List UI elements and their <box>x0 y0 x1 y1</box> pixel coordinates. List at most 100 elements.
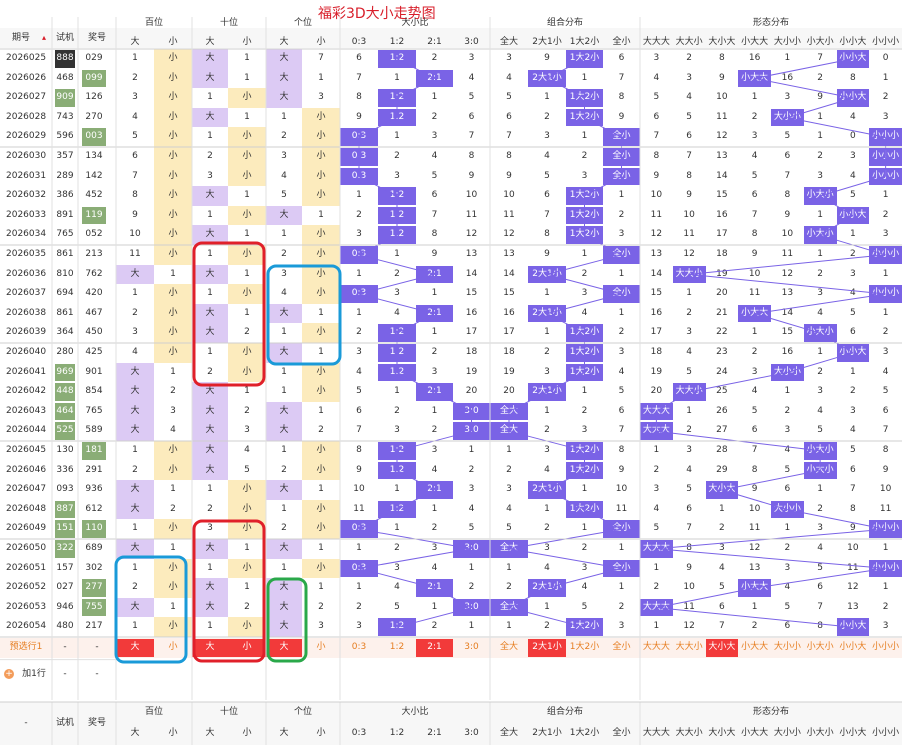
period-cell: 2026052 <box>6 582 47 593</box>
predict-combo-option[interactable]: 全小 <box>612 642 631 652</box>
predict-dash: - <box>63 642 67 652</box>
combo-cell: 1大2小 <box>566 50 603 68</box>
combo-cell: 1大2小 <box>566 108 603 127</box>
ratio-cell: 1:2 <box>378 50 416 68</box>
combo-cell: 2大1小 <box>528 265 566 284</box>
ge-big-cell: 大 <box>266 88 302 108</box>
predict-form-option[interactable]: 大小大 <box>705 639 739 657</box>
plus-circle-icon[interactable]: + <box>4 668 14 679</box>
form-cell: 11 <box>781 249 794 259</box>
ratio-cell: 4 <box>468 503 475 514</box>
award-number: 181 <box>82 442 106 460</box>
combo-cell: 1大2小 <box>566 206 603 225</box>
predict-form-option[interactable]: 大小小 <box>773 642 801 652</box>
form-cell: 6 <box>653 111 660 122</box>
form-cell: 3 <box>751 131 758 142</box>
award-number: 450 <box>85 327 103 338</box>
predict-form-option[interactable]: 小小小 <box>872 642 900 652</box>
ratio-cell: 4 <box>431 464 438 475</box>
shi-small-cell: 小 <box>228 617 266 637</box>
predict-form-option[interactable]: 小大大 <box>741 642 769 652</box>
shi-small-cell: 小 <box>228 284 266 304</box>
predict-shi-option[interactable]: 大 <box>192 639 228 657</box>
form-cell: 小大小 <box>803 461 837 480</box>
predict-ratio-option[interactable]: 3:0 <box>464 642 479 652</box>
ratio-cell: 1:2 <box>378 618 416 636</box>
predict-ratio-option[interactable]: 2:1 <box>416 639 453 657</box>
ge-big-cell: 大 <box>266 343 302 363</box>
bai-big-cell: 1 <box>132 53 138 63</box>
form-cell: 2 <box>784 543 791 553</box>
predict-bai-option[interactable]: 小 <box>168 642 178 652</box>
form-cell: 11 <box>748 288 761 299</box>
combo-cell: 4 <box>581 582 588 593</box>
form-cell: 3 <box>850 405 856 416</box>
combo-cell: 9 <box>544 249 550 259</box>
form-cell: 6 <box>882 405 889 416</box>
predict-ratio-option[interactable]: 0:3 <box>351 642 367 652</box>
predict-form-option[interactable]: 大大小 <box>675 642 703 652</box>
form-cell: 5 <box>653 523 660 534</box>
predict-ratio-option[interactable]: 1:2 <box>389 642 405 652</box>
form-cell: 3 <box>817 288 823 299</box>
bai-small-cell: 小 <box>154 519 192 539</box>
predict-bai-option[interactable]: 大 <box>116 639 154 657</box>
form-cell: 15 <box>716 190 728 201</box>
subhead-ratio: 1:2 <box>389 37 405 47</box>
ratio-cell: 4 <box>431 151 438 161</box>
sort-arrows-icon[interactable]: ▴ <box>41 33 46 42</box>
shi-big-cell: 大 <box>192 323 228 343</box>
predict-ge-option[interactable]: 小 <box>316 642 326 652</box>
form-cell: 8 <box>719 53 725 63</box>
form-cell: 1 <box>784 386 791 397</box>
predict-form-option[interactable]: 大大大 <box>642 642 670 652</box>
form-cell: 3 <box>817 523 823 534</box>
ge-big-cell: 大 <box>266 617 302 637</box>
predict-combo-option[interactable]: 2大1小 <box>528 639 566 657</box>
combo-cell: 2 <box>544 425 550 436</box>
combo-cell: 10 <box>503 190 515 201</box>
predict-shi-option[interactable]: 小 <box>228 639 266 657</box>
form-cell: 6 <box>686 503 692 514</box>
subhead-combo: 全小 <box>612 37 631 47</box>
combo-cell: 1 <box>544 92 550 103</box>
combo-cell: 全大 <box>490 402 528 421</box>
form-cell: 5 <box>686 484 692 495</box>
form-cell: 3 <box>784 425 791 436</box>
add-row-button[interactable]: 加1行 <box>22 668 46 679</box>
ratio-cell: 3 <box>394 562 400 573</box>
ratio-cell: 1 <box>356 268 362 279</box>
form-cell: 5 <box>784 601 791 612</box>
ratio-cell: 10 <box>353 484 365 495</box>
form-cell: 6 <box>817 582 823 593</box>
form-cell: 7 <box>686 151 692 161</box>
ratio-cell: 2 <box>431 523 438 534</box>
predict-form-option[interactable]: 小小大 <box>839 642 867 652</box>
combo-cell: 2 <box>544 621 550 632</box>
period-header[interactable]: 期号 <box>12 33 31 43</box>
predict-ge-option[interactable]: 大 <box>266 639 302 657</box>
ge-small-cell: 小 <box>302 284 340 304</box>
form-cell: 1 <box>817 484 823 495</box>
ratio-cell: 8 <box>431 229 438 240</box>
period-cell: 2026027 <box>6 92 47 103</box>
form-cell: 10 <box>683 582 695 593</box>
combo-cell: 5 <box>581 601 588 612</box>
ratio-cell: 3:0 <box>453 540 490 558</box>
award-number: 420 <box>85 288 103 299</box>
combo-cell: 1 <box>618 190 625 201</box>
ratio-cell: 1 <box>356 307 362 318</box>
ge-big-cell: 1 <box>281 229 287 240</box>
form-cell: 3 <box>817 386 823 397</box>
predict-form-option[interactable]: 小大小 <box>806 642 834 652</box>
form-cell: 2 <box>850 386 856 397</box>
predict-combo-option[interactable]: 全大 <box>499 642 518 652</box>
bai-small-cell: 小 <box>154 49 192 69</box>
predict-combo-option[interactable]: 1大2小 <box>569 642 600 652</box>
combo-cell: 1 <box>544 601 550 612</box>
shi-big-cell: 1 <box>207 347 213 357</box>
group-header-1: 十位 <box>219 18 238 28</box>
shi-big-cell: 2 <box>207 503 213 514</box>
form-cell: 9 <box>850 523 856 534</box>
form-cell: 4 <box>653 503 660 514</box>
